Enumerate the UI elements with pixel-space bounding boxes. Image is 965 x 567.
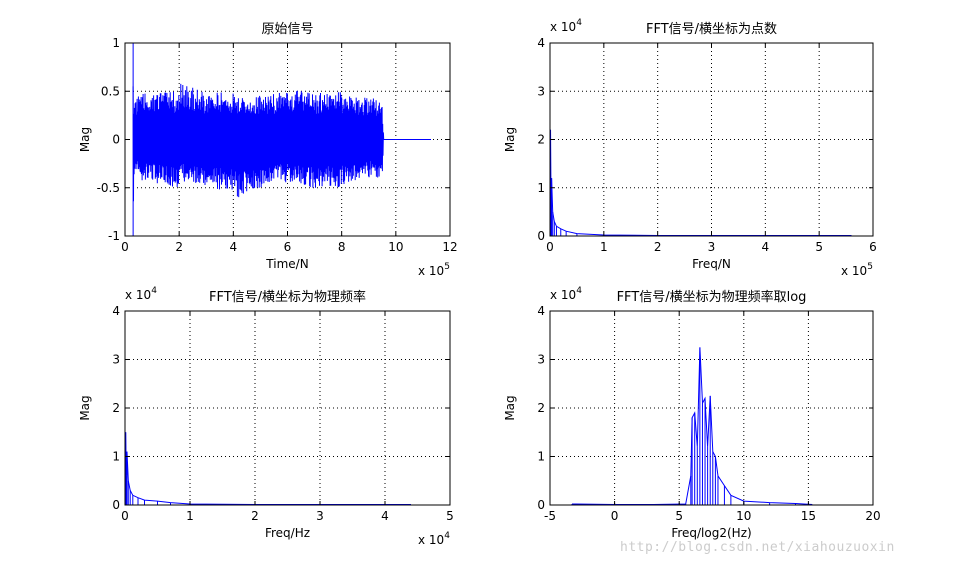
x-tick-label: 1 xyxy=(600,240,608,254)
y-tick-label: 4 xyxy=(537,36,545,50)
x-axis-exponent: x 105 xyxy=(841,262,873,278)
series-line xyxy=(549,129,852,236)
y-tick-label: 0 xyxy=(537,498,545,512)
x-tick-label: 6 xyxy=(284,240,292,254)
y-axis-exponent: x 104 xyxy=(125,286,157,302)
x-tick-label: 2 xyxy=(251,509,259,523)
x-tick-label: 0 xyxy=(546,240,554,254)
x-tick-label: 0 xyxy=(611,509,619,523)
chart-4: -5 0 5 10 15 2001234FFT信号/横坐标为物理频率取logFreq/lo… xyxy=(503,286,881,540)
y-tick-label: 2 xyxy=(537,401,545,415)
x-tick-label: 3 xyxy=(708,240,716,254)
x-axis-exponent: x 104 xyxy=(418,531,450,547)
x-axis-label: Freq/Hz xyxy=(265,526,310,540)
y-tick-label: 0 xyxy=(112,498,120,512)
x-tick-label: 2 xyxy=(654,240,662,254)
x-tick-label: 10 xyxy=(736,509,751,523)
x-tick-label: 4 xyxy=(762,240,770,254)
x-axis-label: Freq/log2(Hz) xyxy=(671,526,751,540)
y-tick-label: 0.5 xyxy=(101,84,120,98)
chart-2: 0 1 2 3 4 5 6 0 1 2 3 4 FFT信号/横坐标为点数 Freq/N Mag x 105 x … xyxy=(503,18,877,278)
y-tick-label: -0.5 xyxy=(97,181,120,195)
x-tick-label: 4 xyxy=(381,509,389,523)
y-tick-label: 3 xyxy=(537,84,545,98)
watermark: http://blog.csdn.net/xiahouzuoxin xyxy=(620,540,895,555)
x-tick-label: 3 xyxy=(316,509,324,523)
y-axis-exponent: x 104 xyxy=(550,286,582,302)
x-tick-label: 0 xyxy=(121,509,129,523)
x-axis-label: Freq/N xyxy=(692,257,731,271)
x-tick-label: 15 xyxy=(801,509,816,523)
x-tick-label: 12 xyxy=(442,240,457,254)
y-tick-label: 1 xyxy=(537,181,545,195)
y-tick-label: 3 xyxy=(537,353,545,367)
y-tick-label: 2 xyxy=(537,133,545,147)
x-tick-label: 20 xyxy=(865,509,880,523)
y-tick-label: 2 xyxy=(112,401,120,415)
y-tick-label: 0 xyxy=(537,229,545,243)
chart-title: FFT信号/横坐标为点数 xyxy=(646,22,777,37)
y-tick-label: -1 xyxy=(108,229,120,243)
y-tick-label: 1 xyxy=(112,36,120,50)
series-line xyxy=(132,83,431,202)
y-tick-label: 1 xyxy=(537,450,545,464)
x-tick-label: 10 xyxy=(388,240,403,254)
y-tick-label: 4 xyxy=(537,304,545,318)
y-axis-label: Mag xyxy=(503,395,517,420)
chart-title: 原始信号 xyxy=(261,22,313,37)
x-tick-label: 5 xyxy=(815,240,823,254)
y-tick-label: 1 xyxy=(112,450,120,464)
x-axis-label: Time/N xyxy=(265,257,308,271)
y-tick-label: 3 xyxy=(112,353,120,367)
series-line xyxy=(124,432,411,505)
y-tick-label: 4 xyxy=(112,304,120,318)
y-axis-label: Mag xyxy=(78,395,92,420)
x-tick-label: 0 xyxy=(121,240,129,254)
x-tick-label: 8 xyxy=(338,240,346,254)
x-tick-label: 5 xyxy=(675,509,683,523)
x-tick-label: 6 xyxy=(869,240,877,254)
y-axis-exponent: x 104 xyxy=(550,18,582,34)
y-axis-label: Mag xyxy=(503,127,517,152)
x-tick-label: 5 xyxy=(446,509,454,523)
x-tick-label: 4 xyxy=(230,240,238,254)
y-tick-label: 0 xyxy=(112,133,120,147)
chart-title: FFT信号/横坐标为物理频率取log xyxy=(617,289,807,305)
series-line xyxy=(572,347,813,505)
chart-1: 0 2 4 6 8 10 12 -1 -0.5 0 0.5 1 原始信号 Time/N Mag x 105 xyxy=(78,22,458,278)
x-tick-label: -5 xyxy=(544,509,556,523)
y-axis-label: Mag xyxy=(78,127,92,152)
x-axis-exponent: x 105 xyxy=(418,262,450,278)
chart-3: 0 1 2 3 4 5 0 1 2 3 4 FFT信号/横坐标为物理频率 Freq/Hz Mag x 104… xyxy=(78,286,454,547)
chart-title: FFT信号/横坐标为物理频率 xyxy=(209,289,366,305)
x-tick-label: 2 xyxy=(175,240,183,254)
x-tick-label: 1 xyxy=(186,509,194,523)
